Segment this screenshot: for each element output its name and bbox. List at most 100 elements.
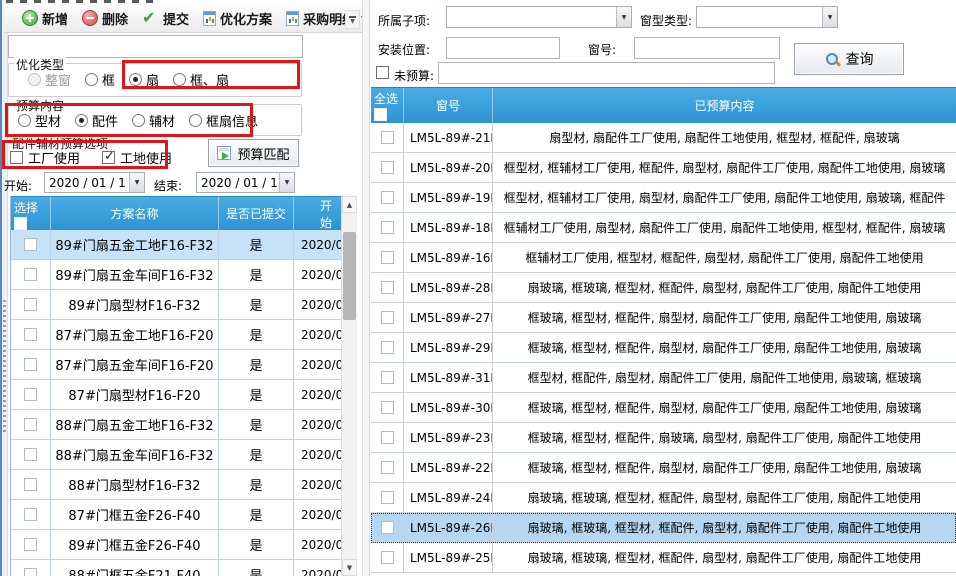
row-checkbox[interactable] bbox=[24, 358, 37, 371]
window-table-row[interactable]: LM5L-89#-29F27 框玻璃, 框型材, 框配件, 扇型材, 扇配件工厂使… bbox=[371, 333, 956, 363]
plan-table-row[interactable]: 89#门扇五金工地F16-F32 是 2020/0 bbox=[11, 230, 342, 260]
plan-table-row[interactable]: 89#门框五金F26-F40 是 2020/0 bbox=[11, 530, 342, 560]
plan-table-row[interactable]: 87#门扇五金车间F16-F20 是 2020/0 bbox=[11, 350, 342, 380]
chevron-down-icon[interactable]: ▼ bbox=[279, 173, 294, 192]
window-no-input[interactable] bbox=[634, 37, 780, 59]
window-select-all-checkbox[interactable] bbox=[374, 108, 387, 121]
add-button[interactable]: 新增 bbox=[22, 9, 68, 28]
window-header-no[interactable]: 窗号 bbox=[404, 88, 493, 123]
plan-search-input[interactable] bbox=[8, 35, 303, 58]
row-checkbox[interactable] bbox=[24, 298, 37, 311]
window-table-row[interactable]: LM5L-89#-30F28 框玻璃, 框型材, 框配件, 扇型材, 扇配件工厂使… bbox=[371, 393, 956, 423]
plan-select-all-checkbox[interactable] bbox=[14, 217, 27, 230]
panel-splitter[interactable] bbox=[362, 0, 370, 576]
plan-table-scrollbar[interactable]: ▲ ▼ bbox=[341, 196, 357, 576]
chevron-down-icon[interactable]: ▼ bbox=[616, 7, 631, 27]
plan-table-row[interactable]: 89#门扇型材F16-F32 是 2020/0 bbox=[11, 290, 342, 320]
row-checkbox[interactable] bbox=[380, 281, 394, 294]
scroll-down-icon[interactable]: ▼ bbox=[342, 559, 357, 576]
window-table-row[interactable]: LM5L-89#-18F16 框辅材工厂使用, 扇型材, 扇配件工厂使用, 扇配件… bbox=[371, 213, 956, 243]
unbudgeted-checkbox[interactable] bbox=[376, 66, 389, 79]
radio-button[interactable] bbox=[129, 73, 143, 86]
row-checkbox[interactable] bbox=[24, 568, 37, 576]
delete-button[interactable]: 删除 bbox=[82, 9, 128, 28]
window-table-header: 全选 窗号 已预算内容 bbox=[371, 87, 956, 123]
window-table-row[interactable]: LM5L-89#-24F22 扇玻璃, 框玻璃, 框型材, 框配件, 扇型材, 扇… bbox=[371, 483, 956, 513]
row-checkbox[interactable] bbox=[380, 131, 394, 144]
row-checkbox[interactable] bbox=[24, 448, 37, 461]
date-start-picker[interactable]: 2020 / 01 / 1 ▼ bbox=[44, 172, 145, 193]
radio-button[interactable] bbox=[85, 73, 99, 86]
row-checkbox[interactable] bbox=[380, 371, 394, 384]
row-checkbox[interactable] bbox=[380, 431, 394, 444]
plan-table-row[interactable]: 88#门扇型材F16-F32 是 2020/0 bbox=[11, 470, 342, 500]
row-checkbox[interactable] bbox=[380, 341, 394, 354]
window-table-row[interactable]: LM5L-89#-23F21 框玻璃, 框型材, 框配件, 扇玻璃, 扇型材, 扇… bbox=[371, 423, 956, 453]
row-checkbox[interactable] bbox=[380, 161, 394, 174]
budget-match-button[interactable]: 预算匹配 bbox=[208, 139, 299, 167]
row-checkbox[interactable] bbox=[24, 418, 37, 431]
window-type-combo[interactable]: ▼ bbox=[696, 6, 838, 28]
chevron-down-icon[interactable]: ▼ bbox=[129, 173, 144, 192]
submit-button[interactable]: 提交 bbox=[142, 8, 189, 28]
radio-button[interactable] bbox=[18, 114, 31, 127]
plan-table-row[interactable]: 87#门扇型材F16-F20 是 2020/0 bbox=[11, 380, 342, 410]
row-checkbox[interactable] bbox=[380, 401, 394, 414]
window-header-budgeted[interactable]: 已预算内容 bbox=[694, 99, 755, 113]
query-button[interactable]: 查询 bbox=[794, 43, 904, 75]
row-checkbox[interactable] bbox=[380, 311, 394, 324]
purchase-detail-button[interactable]: 采购明细▼ bbox=[286, 9, 366, 28]
row-checkbox[interactable] bbox=[24, 388, 37, 401]
window-table-row[interactable]: LM5L-89#-20F18 框型材, 框辅材工厂使用, 框配件, 扇型材, 扇配… bbox=[371, 153, 956, 183]
window-table-row[interactable]: LM5L-89#-16F15 框辅材工厂使用, 框型材, 框配件, 扇型材, 扇配… bbox=[371, 243, 956, 273]
row-checkbox[interactable] bbox=[380, 461, 394, 474]
plan-table-row[interactable]: 87#门扇五金工地F16-F20 是 2020/0 bbox=[11, 320, 342, 350]
checkbox[interactable] bbox=[10, 151, 23, 164]
toolbar-overflow-button[interactable]: ▼ bbox=[345, 10, 360, 29]
row-checkbox[interactable] bbox=[24, 478, 37, 491]
row-checkbox[interactable] bbox=[380, 191, 394, 204]
plan-header-submitted[interactable]: 是否已提交 bbox=[219, 197, 294, 230]
row-checkbox[interactable] bbox=[380, 491, 394, 504]
checkbox[interactable] bbox=[102, 149, 116, 164]
install-position-input[interactable] bbox=[446, 37, 560, 59]
row-checkbox[interactable] bbox=[24, 508, 37, 521]
radio-button[interactable] bbox=[189, 114, 203, 127]
row-checkbox[interactable] bbox=[24, 328, 37, 341]
window-table-row[interactable]: LM5L-89#-31F29 框型材, 框配件, 扇型材, 扇配件工厂使用, 扇配… bbox=[371, 363, 956, 393]
window-table-row[interactable]: LM5L-89#-28F26 扇玻璃, 框玻璃, 框型材, 框配件, 扇型材, 扇… bbox=[371, 273, 956, 303]
unbudgeted-input[interactable] bbox=[438, 62, 775, 84]
sub-item-combo[interactable]: ▼ bbox=[446, 6, 632, 28]
window-table-row[interactable]: LM5L-89#-19F17 框型材, 框辅材工厂使用, 扇型材, 扇配件工厂使用… bbox=[371, 183, 956, 213]
radio-button[interactable] bbox=[132, 114, 146, 127]
row-checkbox[interactable] bbox=[24, 238, 37, 251]
window-table-row[interactable]: LM5L-89#-26F24 扇玻璃, 框玻璃, 框型材, 框配件, 扇型材, 扇… bbox=[371, 513, 956, 543]
chevron-down-icon[interactable]: ▼ bbox=[822, 7, 837, 27]
row-checkbox[interactable] bbox=[380, 551, 394, 564]
row-checkbox[interactable] bbox=[380, 221, 394, 234]
row-checkbox[interactable] bbox=[380, 251, 394, 264]
optimize-plan-button[interactable]: 优化方案 bbox=[203, 9, 272, 28]
plan-header-start[interactable]: 开始 bbox=[294, 197, 342, 230]
window-table-row[interactable]: LM5L-89#-25F23 扇玻璃, 框玻璃, 框型材, 框配件, 扇型材, 扇… bbox=[371, 543, 956, 573]
window-table-row[interactable]: LM5L-89#-21F19 扇型材, 扇配件工厂使用, 扇配件工地使用, 框型材… bbox=[371, 123, 956, 153]
plan-table-row[interactable]: 88#门扇五金车间F16-F32 是 2020/0 bbox=[11, 440, 342, 470]
radio-button[interactable] bbox=[173, 73, 187, 86]
date-end-picker[interactable]: 2020 / 01 / 13 ▼ bbox=[196, 172, 295, 193]
window-table-row[interactable]: LM5L-89#-22F20 框玻璃, 框型材, 框配件, 扇型材, 扇配件工厂使… bbox=[371, 453, 956, 483]
row-checkbox[interactable] bbox=[24, 268, 37, 281]
plan-table-row[interactable]: 87#门框五金F26-F40 是 2020/0 bbox=[11, 500, 342, 530]
radio-button[interactable] bbox=[75, 114, 89, 127]
plan-header-select[interactable]: 选择 bbox=[11, 197, 51, 230]
splitter-grip-icon[interactable] bbox=[3, 300, 6, 435]
plan-table-row[interactable]: 88#门扇五金工地F16-F32 是 2020/0 bbox=[11, 410, 342, 440]
row-checkbox[interactable] bbox=[24, 538, 37, 551]
scrollbar-thumb[interactable] bbox=[343, 232, 356, 320]
plan-table-row[interactable]: 89#门扇五金车间F16-F32 是 2020/0 bbox=[11, 260, 342, 290]
window-header-select-all[interactable]: 全选 bbox=[371, 88, 404, 123]
plan-header-name[interactable]: 方案名称 bbox=[51, 197, 219, 230]
scroll-up-icon[interactable]: ▲ bbox=[342, 196, 357, 213]
window-table-row[interactable]: LM5L-89#-27F25 框玻璃, 框型材, 框配件, 扇型材, 扇配件工厂使… bbox=[371, 303, 956, 333]
row-checkbox[interactable] bbox=[380, 521, 394, 534]
